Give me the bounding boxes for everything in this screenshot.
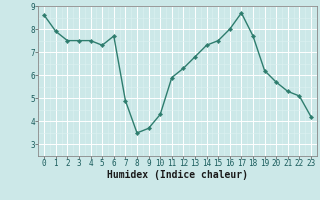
X-axis label: Humidex (Indice chaleur): Humidex (Indice chaleur) [107,170,248,180]
